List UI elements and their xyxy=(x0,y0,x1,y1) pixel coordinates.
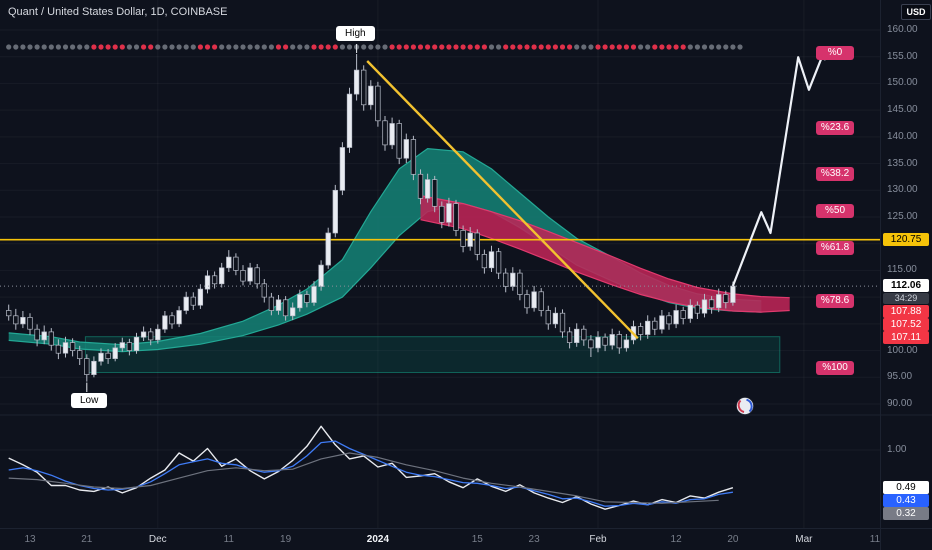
price-tick: 125.00 xyxy=(887,211,918,222)
price-tick: 155.00 xyxy=(887,50,918,62)
fib-level-label[interactable]: %78.6 xyxy=(816,293,854,308)
fib-level-label[interactable]: %38.2 xyxy=(816,166,854,181)
time-tick: 20 xyxy=(727,534,739,545)
ma-price-badge: 107.11 xyxy=(883,331,929,344)
fib-level-label[interactable]: %100 xyxy=(816,361,854,376)
high-marker-label[interactable]: High xyxy=(336,26,375,41)
fib-level-label[interactable]: %0 xyxy=(816,46,854,61)
price-tick: 140.00 xyxy=(887,130,918,142)
time-tick: Feb xyxy=(589,534,607,545)
time-tick: 11 xyxy=(223,534,234,545)
time-tick: 2024 xyxy=(366,534,390,545)
time-tick: 11 xyxy=(869,534,881,545)
candlestick-series[interactable] xyxy=(6,54,736,382)
indicator-value-badge: 0.49 xyxy=(883,481,929,494)
trendline[interactable] xyxy=(366,60,639,340)
time-tick: 23 xyxy=(528,534,540,545)
price-tick: 150.00 xyxy=(887,77,918,89)
fib-level-label[interactable]: %61.8 xyxy=(816,240,854,255)
time-tick: 15 xyxy=(471,534,483,545)
price-tick: 100.00 xyxy=(887,344,918,356)
signal-dots xyxy=(6,44,743,50)
hline-price-badge: 120.75 xyxy=(883,233,929,246)
ma-price-badge: 107.88 xyxy=(883,305,929,318)
gridlines xyxy=(0,0,880,528)
price-tick: 130.00 xyxy=(887,184,918,196)
indicator-panel-series[interactable] xyxy=(8,425,734,510)
price-tick: 145.00 xyxy=(887,104,918,116)
time-tick: Mar xyxy=(795,534,813,545)
time-tick: Dec xyxy=(148,534,167,545)
price-tick: 90.00 xyxy=(887,398,913,409)
projection-line[interactable] xyxy=(731,48,827,287)
price-tick: 135.00 xyxy=(887,157,918,169)
price-tick: 160.00 xyxy=(887,24,918,35)
price-tick: 95.00 xyxy=(887,371,913,383)
indicator-value-badge: 0.43 xyxy=(883,494,929,507)
last-price-badge: 112.06 xyxy=(883,279,929,292)
symbol-title[interactable]: Quant / United States Dollar, 1D, COINBA… xyxy=(8,6,228,18)
time-tick: 21 xyxy=(81,534,93,545)
price-tick: 115.00 xyxy=(887,264,917,276)
indicator-value-badge: 0.32 xyxy=(883,507,929,520)
time-tick: 12 xyxy=(670,534,682,545)
currency-toggle-button[interactable]: USD xyxy=(901,4,931,20)
fib-level-label[interactable]: %50 xyxy=(816,203,854,218)
fib-level-label[interactable]: %23.6 xyxy=(816,120,854,135)
price-scale[interactable]: USD 160.00 155.00 150.00 145.00 140.00 135.00… xyxy=(880,0,932,550)
indicator-scale-tick: 1.00 xyxy=(887,444,907,455)
time-axis[interactable]: 13 21 Dec 11 19 2024 15 23 Feb 12 20 Mar 11 xyxy=(0,528,932,550)
marker-stems xyxy=(86,44,358,392)
symbol-logo-icon xyxy=(736,397,754,415)
time-tick: 13 xyxy=(24,534,36,545)
time-tick: 19 xyxy=(280,534,292,545)
bar-countdown-badge: 34:29 xyxy=(883,293,929,304)
low-marker-label[interactable]: Low xyxy=(71,393,108,408)
ma-price-badge: 107.52 xyxy=(883,318,929,331)
